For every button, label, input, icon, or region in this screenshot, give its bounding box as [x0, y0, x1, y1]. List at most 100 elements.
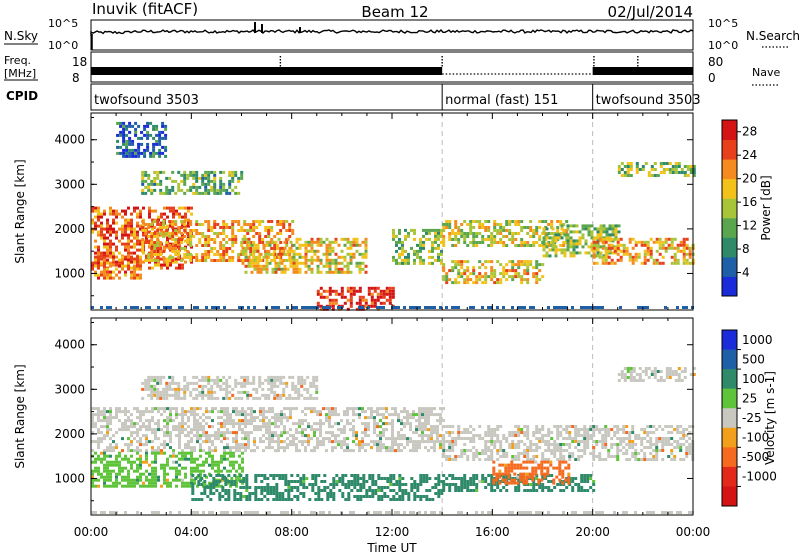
- data-cell: [454, 220, 458, 223]
- data-cell: [434, 492, 438, 495]
- data-cell: [599, 224, 603, 228]
- data-cell: [91, 261, 94, 265]
- data-cell: [445, 455, 449, 458]
- data-cell: [280, 413, 283, 417]
- data-cell: [658, 425, 662, 428]
- data-cell: [478, 425, 482, 428]
- data-cell: [454, 443, 458, 446]
- data-cell: [247, 413, 250, 417]
- data-cell: [334, 410, 337, 414]
- data-cell: [149, 154, 153, 158]
- data-cell: [136, 224, 139, 228]
- data-cell: [610, 237, 614, 241]
- data-cell: [454, 483, 458, 486]
- data-cell: [310, 243, 314, 247]
- data-cell: [151, 481, 154, 485]
- data-cell: [124, 230, 127, 234]
- data-cell: [241, 422, 244, 426]
- data-cell: [191, 483, 195, 486]
- data-cell: [184, 443, 187, 447]
- data-cell: [385, 416, 388, 420]
- data-cell: [112, 463, 115, 467]
- data-cell: [290, 480, 294, 483]
- data-cell: [153, 259, 157, 262]
- data-cell: [228, 238, 232, 241]
- data-cell: [134, 130, 138, 134]
- data-cell: [228, 179, 232, 183]
- data-cell: [133, 245, 136, 249]
- data-cell: [232, 466, 235, 470]
- data-cell: [463, 232, 467, 235]
- data-cell: [147, 241, 151, 244]
- data-cell: [496, 449, 500, 452]
- data-cell: [235, 443, 238, 447]
- data-cell: [664, 306, 667, 309]
- data-cell: [602, 227, 606, 231]
- data-cell: [505, 272, 509, 276]
- data-cell: [589, 437, 593, 440]
- data-cell: [160, 484, 163, 488]
- data-cell: [248, 495, 252, 498]
- data-cell: [580, 449, 584, 452]
- data-cell: [499, 278, 503, 282]
- data-cell: [356, 474, 360, 477]
- data-cell: [130, 257, 133, 261]
- data-cell: [166, 481, 169, 485]
- data-cell: [316, 440, 319, 444]
- data-cell: [103, 454, 106, 458]
- data-cell: [153, 179, 157, 183]
- data-cell: [586, 443, 590, 446]
- data-cell: [457, 489, 461, 492]
- data-cell: [178, 242, 181, 246]
- data-cell: [196, 428, 199, 432]
- data-cell: [313, 258, 317, 262]
- data-cell: [445, 440, 449, 443]
- data-cell: [213, 191, 217, 195]
- data-cell: [156, 223, 160, 226]
- data-cell: [209, 483, 213, 486]
- data-cell: [213, 241, 217, 244]
- data-cell: [370, 446, 373, 450]
- data-cell: [655, 449, 659, 452]
- data-cell: [401, 258, 404, 262]
- data-cell: [550, 223, 554, 226]
- data-cell: [355, 407, 358, 411]
- cpid-segment-label: twofsound 3503: [94, 93, 199, 108]
- data-cell: [589, 425, 593, 428]
- data-cell: [397, 416, 400, 420]
- data-cell: [463, 238, 467, 241]
- data-cell: [310, 428, 313, 432]
- data-cell: [94, 206, 97, 210]
- data-cell: [562, 229, 566, 232]
- data-cell: [664, 437, 668, 440]
- data-cell: [406, 440, 409, 444]
- data-cell: [160, 451, 163, 455]
- data-cell: [313, 449, 316, 453]
- data-cell: [265, 255, 269, 259]
- data-cell: [112, 263, 115, 267]
- data-cell: [279, 220, 283, 223]
- data-cell: [637, 437, 641, 440]
- data-cell: [301, 410, 304, 414]
- data-cell: [307, 306, 310, 309]
- data-cell: [258, 223, 262, 226]
- data-cell: [349, 252, 353, 256]
- data-cell: [219, 176, 223, 180]
- data-cell: [374, 480, 378, 483]
- data-cell: [376, 410, 379, 414]
- data-cell: [332, 492, 336, 495]
- data-cell: [282, 226, 286, 229]
- data-cell: [172, 209, 175, 213]
- data-cell: [189, 241, 193, 244]
- data-cell: [238, 454, 241, 458]
- data-cell: [259, 410, 262, 414]
- data-cell: [144, 179, 148, 183]
- data-cell: [463, 278, 467, 282]
- data-cell: [153, 188, 157, 192]
- data-cell: [407, 495, 411, 498]
- data-cell: [147, 188, 151, 192]
- freq-band: [592, 67, 693, 75]
- data-cell: [136, 215, 139, 219]
- data-cell: [139, 484, 142, 488]
- data-cell: [141, 170, 145, 174]
